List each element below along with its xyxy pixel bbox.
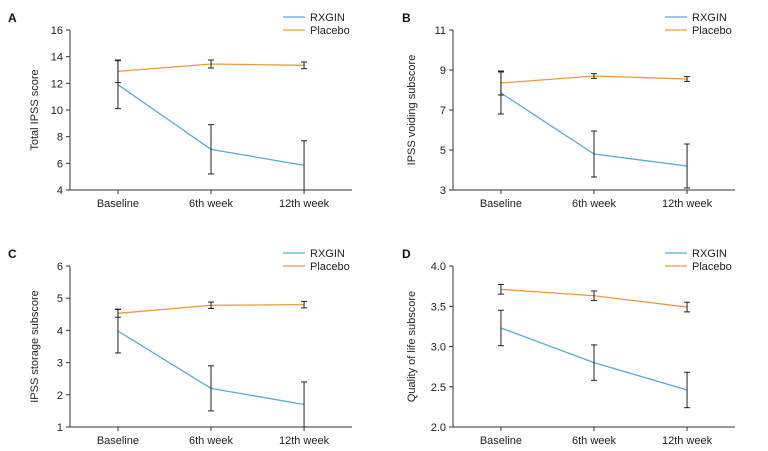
y-axis-label: Quality of life subscore bbox=[406, 291, 418, 402]
y-tick-label: 4.0 bbox=[431, 261, 446, 273]
y-tick-label: 1 bbox=[57, 422, 63, 434]
y-axis-label: IPSS storage subscore bbox=[29, 290, 41, 403]
series-rxgin bbox=[114, 308, 308, 428]
y-tick-label: 3 bbox=[440, 185, 446, 197]
legend-entry: Placebo bbox=[310, 25, 350, 37]
panel-a: A 4 6 8 10 12 14 16 Baseline 6th week 12th week Tot… bbox=[8, 11, 352, 210]
y-tick-label: 2 bbox=[57, 390, 63, 402]
y-tick-label: 5 bbox=[440, 145, 446, 157]
y-tick-label: 6 bbox=[57, 158, 63, 170]
x-tick-label: 6th week bbox=[572, 198, 617, 210]
y-axis-label: IPSS voiding subscore bbox=[406, 55, 418, 166]
y-tick-label: 2.0 bbox=[431, 422, 446, 434]
series-rxgin bbox=[497, 309, 691, 409]
x-tick-label: Baseline bbox=[97, 435, 139, 447]
y-tick-label: 6 bbox=[57, 261, 63, 273]
y-tick-label: 2.5 bbox=[431, 382, 446, 394]
legend-entry: Placebo bbox=[310, 261, 350, 273]
x-tick-label: 12th week bbox=[279, 198, 330, 210]
series-rxgin bbox=[114, 60, 308, 191]
series-placebo bbox=[497, 70, 691, 96]
y-tick-label: 4 bbox=[57, 325, 63, 337]
panel-b: B 3 5 7 9 11 Baseline 6th week 12th week IPSS voi… bbox=[402, 11, 735, 210]
y-tick-label: 14 bbox=[51, 52, 63, 64]
series-placebo bbox=[114, 300, 308, 318]
y-tick-label: 9 bbox=[440, 65, 446, 77]
series-rxgin bbox=[497, 71, 691, 189]
x-tick-label: 6th week bbox=[189, 435, 234, 447]
legend-entry: RXGIN bbox=[310, 12, 345, 24]
panel-c: C 1 2 3 4 5 6 Baseline 6th week 12th week IPSS sto… bbox=[8, 247, 352, 447]
y-tick-label: 4 bbox=[57, 185, 63, 197]
x-tick-label: 12th week bbox=[279, 435, 330, 447]
panel-letter: C bbox=[8, 247, 17, 261]
legend-entry: RXGIN bbox=[310, 248, 345, 260]
y-axis-label: Total IPSS score bbox=[29, 69, 41, 150]
legend-entry: Placebo bbox=[692, 25, 732, 37]
x-tick-label: 12th week bbox=[662, 198, 713, 210]
legend-entry: RXGIN bbox=[692, 12, 727, 24]
series-placebo bbox=[114, 59, 308, 84]
panel-letter: B bbox=[402, 11, 411, 25]
x-tick-label: 6th week bbox=[572, 435, 617, 447]
series-placebo bbox=[497, 284, 691, 313]
y-tick-label: 12 bbox=[51, 78, 63, 90]
x-tick-label: 6th week bbox=[189, 198, 234, 210]
y-tick-label: 3.5 bbox=[431, 301, 446, 313]
y-tick-label: 5 bbox=[57, 293, 63, 305]
x-tick-label: Baseline bbox=[97, 198, 139, 210]
legend-entry: RXGIN bbox=[692, 248, 727, 260]
y-tick-label: 7 bbox=[440, 105, 446, 117]
x-tick-label: Baseline bbox=[480, 435, 522, 447]
legend-entry: Placebo bbox=[692, 261, 732, 273]
y-tick-label: 8 bbox=[57, 132, 63, 144]
y-tick-label: 11 bbox=[435, 25, 446, 37]
x-tick-label: 12th week bbox=[662, 435, 713, 447]
y-tick-label: 3 bbox=[57, 358, 63, 370]
y-tick-label: 3.0 bbox=[431, 342, 446, 354]
panel-letter: D bbox=[402, 247, 411, 261]
y-tick-label: 10 bbox=[51, 105, 63, 117]
y-tick-label: 16 bbox=[51, 25, 63, 37]
panel-d: D 2.0 2.5 3.0 3.5 4.0 Baseline 6th week 12th wee… bbox=[402, 247, 735, 447]
x-tick-label: Baseline bbox=[480, 198, 522, 210]
panel-letter: A bbox=[8, 11, 17, 25]
